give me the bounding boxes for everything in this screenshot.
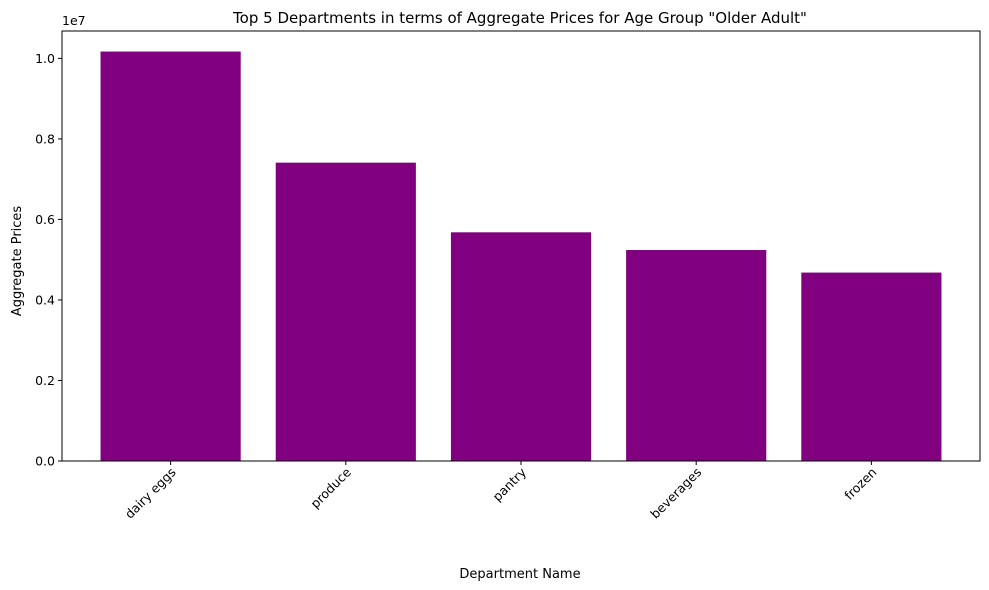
y-tick-label: 0.4 (35, 292, 55, 307)
y-axis: 0.0 0.2 0.4 0.6 0.8 1.0 (35, 51, 62, 469)
bar-produce (275, 162, 416, 462)
y-tick-label: 0.2 (35, 373, 55, 388)
y-tick-label: 0.0 (35, 454, 55, 469)
bar-pantry (450, 232, 592, 461)
y-axis-label: Aggregate Prices (10, 206, 25, 317)
bar-frozen (801, 272, 942, 461)
bars (100, 51, 942, 462)
y-tick-label: 1.0 (35, 51, 55, 66)
y-tick-label: 0.8 (35, 131, 55, 146)
plot-area (61, 30, 981, 462)
chart-title: Top 5 Departments in terms of Aggregate … (232, 9, 807, 27)
bar-beverages (626, 250, 767, 461)
y-tick-label: 0.6 (35, 212, 55, 227)
bar-dairy-eggs (100, 51, 241, 462)
y-axis-offset-label: 1e7 (62, 13, 86, 28)
x-axis-label: Department Name (459, 567, 580, 582)
